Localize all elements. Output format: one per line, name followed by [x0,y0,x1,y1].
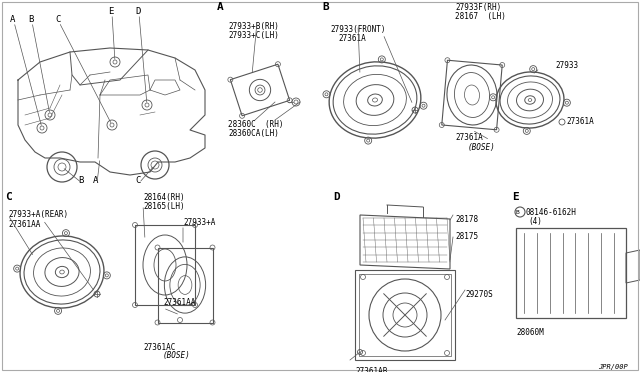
Text: 27933+A(REAR): 27933+A(REAR) [8,210,68,219]
Text: D: D [135,7,140,16]
Text: 27361A: 27361A [338,34,365,43]
Text: 28164(RH): 28164(RH) [143,193,184,202]
Text: 08146-6162H: 08146-6162H [526,208,577,217]
Text: 28175: 28175 [455,232,478,241]
Text: (BOSE): (BOSE) [163,351,191,360]
Text: C: C [55,15,60,24]
Bar [359,274,451,356]
Text: B: B [516,209,520,215]
Text: 29270S: 29270S [465,290,493,299]
Text: B: B [28,15,33,24]
Text: B: B [78,176,83,185]
Text: A: A [217,2,224,12]
Text: 27361AB: 27361AB [355,367,387,372]
Text: C: C [5,192,12,202]
Text: 27933+A: 27933+A [183,218,216,227]
Text: 27361A: 27361A [455,133,483,142]
Text: (4): (4) [528,217,542,226]
Text: 27933F(RH): 27933F(RH) [455,3,501,12]
Bar [355,270,455,360]
Text: 28360C  (RH): 28360C (RH) [228,120,284,129]
Text: A: A [10,15,15,24]
Text: A: A [93,176,99,185]
Text: 27361AA: 27361AA [8,220,40,229]
Text: 28060M: 28060M [516,328,544,337]
Text: B: B [322,2,329,12]
Text: 28165(LH): 28165(LH) [143,202,184,211]
Text: 27361AA: 27361AA [163,298,195,307]
Text: 28360CA(LH): 28360CA(LH) [228,129,279,138]
Text: 27933: 27933 [555,61,578,70]
Text: 27933+B(RH): 27933+B(RH) [228,22,279,31]
Text: 27933+C(LH): 27933+C(LH) [228,31,279,40]
Text: JPR/00P: JPR/00P [598,364,628,370]
Text: C: C [135,176,140,185]
Text: D: D [333,192,340,202]
Text: 27361A: 27361A [566,118,594,126]
Text: (BOSE): (BOSE) [468,143,496,152]
Text: 28167  (LH): 28167 (LH) [455,12,506,21]
Text: E: E [108,7,113,16]
Text: E: E [512,192,519,202]
Bar [516,228,626,318]
Text: 27933(FRONT): 27933(FRONT) [330,25,385,34]
Text: 28178: 28178 [455,215,478,224]
Text: 27361AC: 27361AC [143,343,175,352]
